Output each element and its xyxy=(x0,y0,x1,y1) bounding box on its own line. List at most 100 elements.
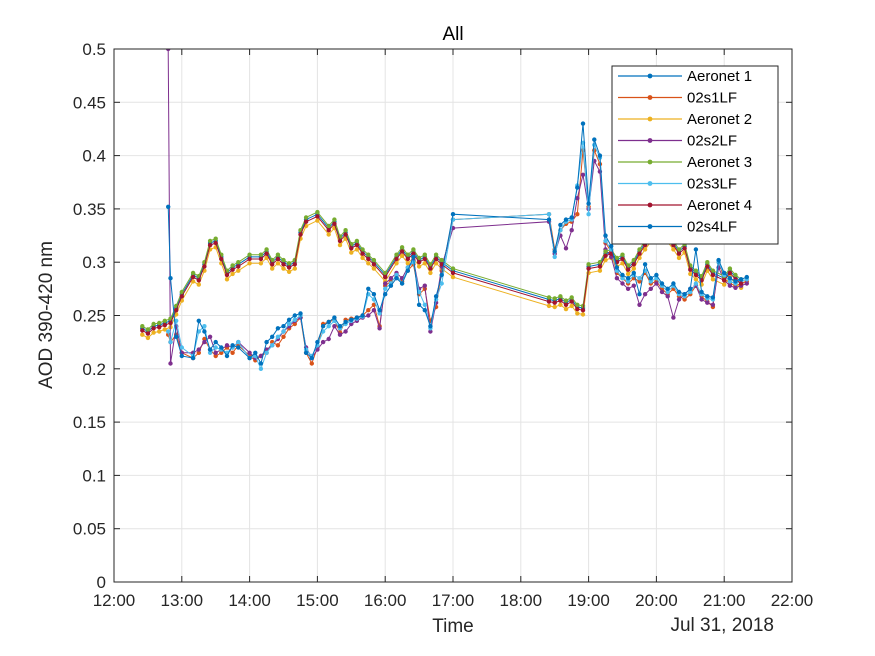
data-point xyxy=(286,261,292,266)
series-02s4lf xyxy=(166,121,749,366)
data-point xyxy=(642,292,648,297)
data-point xyxy=(688,289,693,295)
data-point xyxy=(337,332,343,337)
data-point xyxy=(625,276,631,281)
data-point xyxy=(258,261,264,266)
data-point xyxy=(394,256,399,262)
data-point xyxy=(642,262,648,267)
data-point xyxy=(247,350,252,355)
data-point xyxy=(275,256,281,262)
data-point xyxy=(366,261,371,266)
data-point xyxy=(371,266,377,271)
data-point xyxy=(207,350,213,355)
data-point xyxy=(399,249,405,254)
data-point xyxy=(168,339,173,345)
data-point xyxy=(179,289,184,295)
data-point xyxy=(563,306,569,312)
legend-item: 02s3LF xyxy=(618,176,737,193)
data-point xyxy=(258,252,264,257)
data-point xyxy=(546,303,552,309)
data-point xyxy=(693,281,699,286)
data-point xyxy=(213,345,218,350)
data-point xyxy=(648,276,653,281)
data-point xyxy=(309,355,314,361)
data-point xyxy=(360,247,365,252)
data-point xyxy=(450,266,456,271)
data-point xyxy=(394,261,399,266)
data-point xyxy=(722,282,727,287)
data-point xyxy=(151,321,156,327)
data-point xyxy=(303,219,309,224)
data-point xyxy=(597,153,603,158)
data-point xyxy=(631,283,636,288)
date-label: Jul 31, 2018 xyxy=(670,615,774,636)
y-tick-label: 0.25 xyxy=(73,307,106,326)
data-point xyxy=(648,279,653,284)
data-point xyxy=(416,260,422,265)
x-tick-label: 17:00 xyxy=(432,591,475,610)
data-point xyxy=(281,257,286,263)
data-point xyxy=(620,281,625,286)
data-point xyxy=(213,353,218,359)
data-point xyxy=(631,266,636,271)
data-point xyxy=(603,233,608,238)
data-point xyxy=(405,252,410,257)
data-point xyxy=(580,312,586,317)
legend-item: Aeronet 1 xyxy=(618,68,752,85)
data-point xyxy=(162,318,167,323)
data-point xyxy=(332,217,337,222)
data-point xyxy=(411,254,416,260)
data-point xyxy=(326,228,331,233)
data-point xyxy=(665,294,670,299)
data-point xyxy=(422,308,427,313)
data-point xyxy=(207,238,213,244)
data-point xyxy=(343,232,348,237)
data-point xyxy=(315,218,320,223)
data-point xyxy=(710,277,716,282)
data-point xyxy=(637,279,642,284)
data-point xyxy=(625,267,631,272)
data-point xyxy=(258,353,264,359)
legend-label: Aeronet 2 xyxy=(687,111,752,128)
legend-label: 02s3LF xyxy=(687,176,737,193)
data-point xyxy=(196,282,201,287)
data-point xyxy=(637,247,642,252)
data-point xyxy=(157,329,162,334)
data-point xyxy=(270,334,275,339)
data-point xyxy=(264,350,269,355)
data-point xyxy=(371,257,377,263)
data-point xyxy=(309,361,314,366)
data-point xyxy=(140,328,145,333)
data-point xyxy=(388,283,394,288)
data-point xyxy=(162,327,167,332)
data-point xyxy=(705,264,710,269)
data-point xyxy=(343,329,348,334)
data-point xyxy=(292,266,297,271)
data-point xyxy=(371,308,377,313)
data-point xyxy=(337,324,343,329)
x-tick-label: 19:00 xyxy=(567,591,610,610)
data-point xyxy=(727,283,733,288)
data-point xyxy=(145,327,151,332)
data-point xyxy=(162,322,167,328)
data-point xyxy=(258,361,264,366)
data-point xyxy=(422,283,427,288)
data-point xyxy=(569,228,574,233)
data-point xyxy=(332,324,337,329)
data-point xyxy=(693,272,699,278)
data-point xyxy=(157,320,162,326)
data-point xyxy=(428,262,433,267)
data-point xyxy=(411,251,416,256)
data-point xyxy=(366,252,371,257)
legend-label: 02s1LF xyxy=(687,90,737,107)
data-point xyxy=(298,311,303,316)
data-point xyxy=(326,223,331,229)
legend-swatch-marker xyxy=(647,202,653,208)
data-point xyxy=(349,246,354,251)
data-point xyxy=(727,270,733,276)
data-point xyxy=(422,252,427,257)
data-point xyxy=(213,236,218,241)
data-point xyxy=(264,339,269,345)
data-point xyxy=(648,286,653,291)
